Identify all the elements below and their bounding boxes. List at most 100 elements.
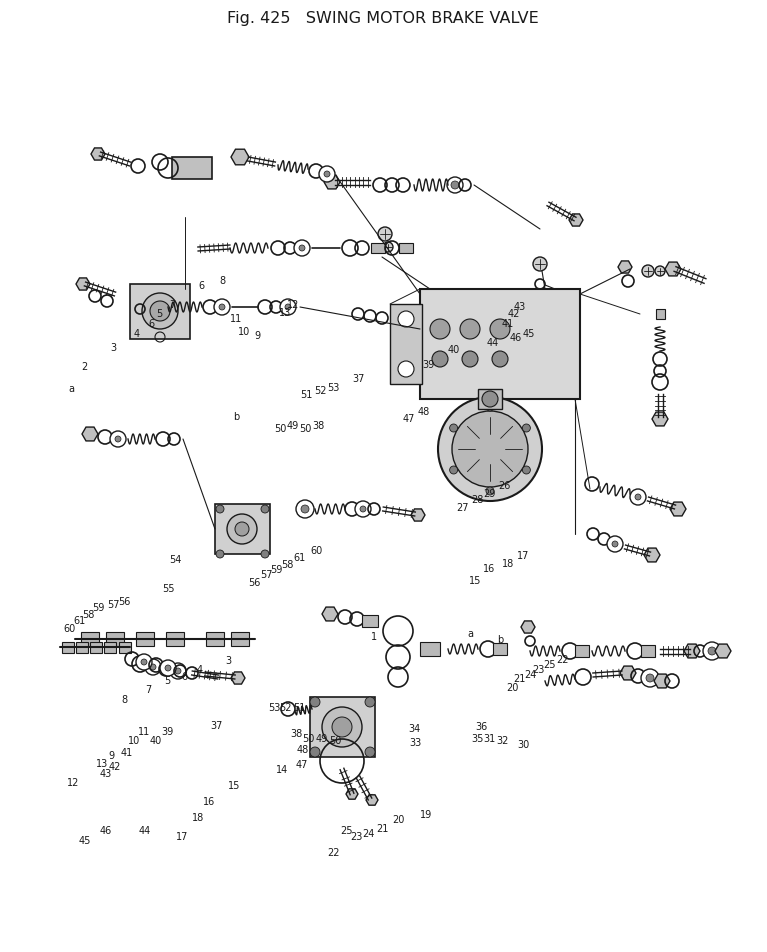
Text: a: a [467, 628, 473, 638]
Circle shape [482, 391, 498, 407]
Polygon shape [665, 263, 681, 277]
Circle shape [301, 506, 309, 513]
Polygon shape [324, 176, 340, 189]
Text: 18: 18 [502, 559, 514, 568]
Circle shape [522, 466, 530, 474]
Polygon shape [346, 789, 358, 800]
Text: 11: 11 [230, 314, 242, 324]
Circle shape [486, 404, 494, 411]
Text: 10: 10 [128, 736, 140, 745]
Text: 37: 37 [210, 721, 222, 730]
Text: 20: 20 [393, 814, 405, 823]
Text: 6: 6 [181, 671, 187, 681]
Circle shape [150, 664, 156, 670]
Text: 37: 37 [353, 374, 365, 384]
Circle shape [142, 293, 178, 329]
Circle shape [175, 668, 181, 674]
Circle shape [280, 300, 296, 316]
Text: 61: 61 [73, 616, 85, 625]
Circle shape [310, 697, 320, 707]
Text: 27: 27 [456, 503, 469, 512]
Circle shape [170, 664, 186, 680]
Text: 33: 33 [410, 738, 422, 747]
Circle shape [612, 542, 618, 547]
Polygon shape [322, 607, 338, 622]
Text: 44: 44 [138, 825, 150, 835]
Circle shape [449, 425, 458, 432]
Polygon shape [618, 262, 632, 274]
Circle shape [294, 241, 310, 257]
Circle shape [165, 665, 171, 671]
Text: 28: 28 [471, 495, 483, 505]
Circle shape [115, 437, 121, 443]
Circle shape [432, 351, 448, 367]
Text: 45: 45 [78, 835, 91, 844]
Text: 52: 52 [314, 386, 327, 395]
Circle shape [141, 660, 147, 665]
Polygon shape [656, 309, 664, 320]
Text: 56: 56 [118, 597, 130, 606]
Bar [420, 289, 580, 400]
Text: 49: 49 [287, 421, 299, 430]
Polygon shape [575, 645, 589, 657]
Text: 3: 3 [110, 343, 117, 352]
Text: 41: 41 [502, 319, 514, 328]
Circle shape [607, 536, 623, 552]
Text: 45: 45 [523, 328, 535, 338]
Circle shape [430, 320, 450, 340]
Circle shape [285, 305, 291, 310]
Text: 42: 42 [109, 762, 121, 771]
Text: 44: 44 [486, 338, 499, 347]
Polygon shape [644, 548, 660, 563]
Text: 50: 50 [299, 424, 311, 433]
Polygon shape [366, 795, 378, 805]
Bar [130, 285, 190, 340]
Polygon shape [136, 632, 154, 646]
Text: 49: 49 [316, 733, 328, 743]
Polygon shape [654, 674, 670, 688]
Circle shape [655, 267, 665, 277]
Bar [310, 697, 375, 757]
Bar [390, 305, 422, 385]
Text: 46: 46 [509, 333, 522, 343]
Text: 34: 34 [408, 724, 420, 733]
Text: 52: 52 [279, 703, 291, 712]
Text: 1: 1 [371, 631, 377, 641]
Circle shape [216, 550, 224, 559]
Text: 48: 48 [417, 407, 430, 416]
Text: 8: 8 [121, 695, 127, 704]
Circle shape [365, 747, 375, 757]
Polygon shape [569, 215, 583, 227]
Text: 58: 58 [82, 609, 94, 619]
Text: 20: 20 [506, 683, 518, 692]
Circle shape [642, 266, 654, 278]
Text: 2: 2 [81, 362, 87, 371]
Text: 40: 40 [150, 736, 162, 745]
Text: 16: 16 [203, 797, 216, 806]
Text: 21: 21 [376, 823, 388, 833]
Text: 40: 40 [448, 345, 460, 354]
Circle shape [460, 320, 480, 340]
Circle shape [438, 398, 542, 502]
Circle shape [227, 514, 257, 545]
Polygon shape [420, 643, 440, 656]
Text: 12: 12 [67, 778, 79, 787]
Text: 51: 51 [301, 390, 313, 400]
Text: 24: 24 [525, 669, 537, 679]
Text: 13: 13 [279, 307, 291, 317]
Circle shape [486, 487, 494, 495]
Text: 6: 6 [148, 319, 154, 328]
Text: 11: 11 [138, 726, 150, 736]
Text: 22: 22 [556, 655, 568, 664]
Text: 7: 7 [145, 684, 151, 694]
Text: 50: 50 [329, 736, 341, 745]
Text: 22: 22 [328, 847, 340, 857]
Polygon shape [81, 632, 99, 646]
Text: 59: 59 [92, 603, 104, 612]
Text: 4: 4 [196, 664, 202, 674]
Polygon shape [620, 666, 636, 681]
Text: 15: 15 [228, 781, 240, 790]
Circle shape [319, 167, 335, 183]
Circle shape [451, 182, 459, 189]
Text: 32: 32 [496, 736, 509, 745]
